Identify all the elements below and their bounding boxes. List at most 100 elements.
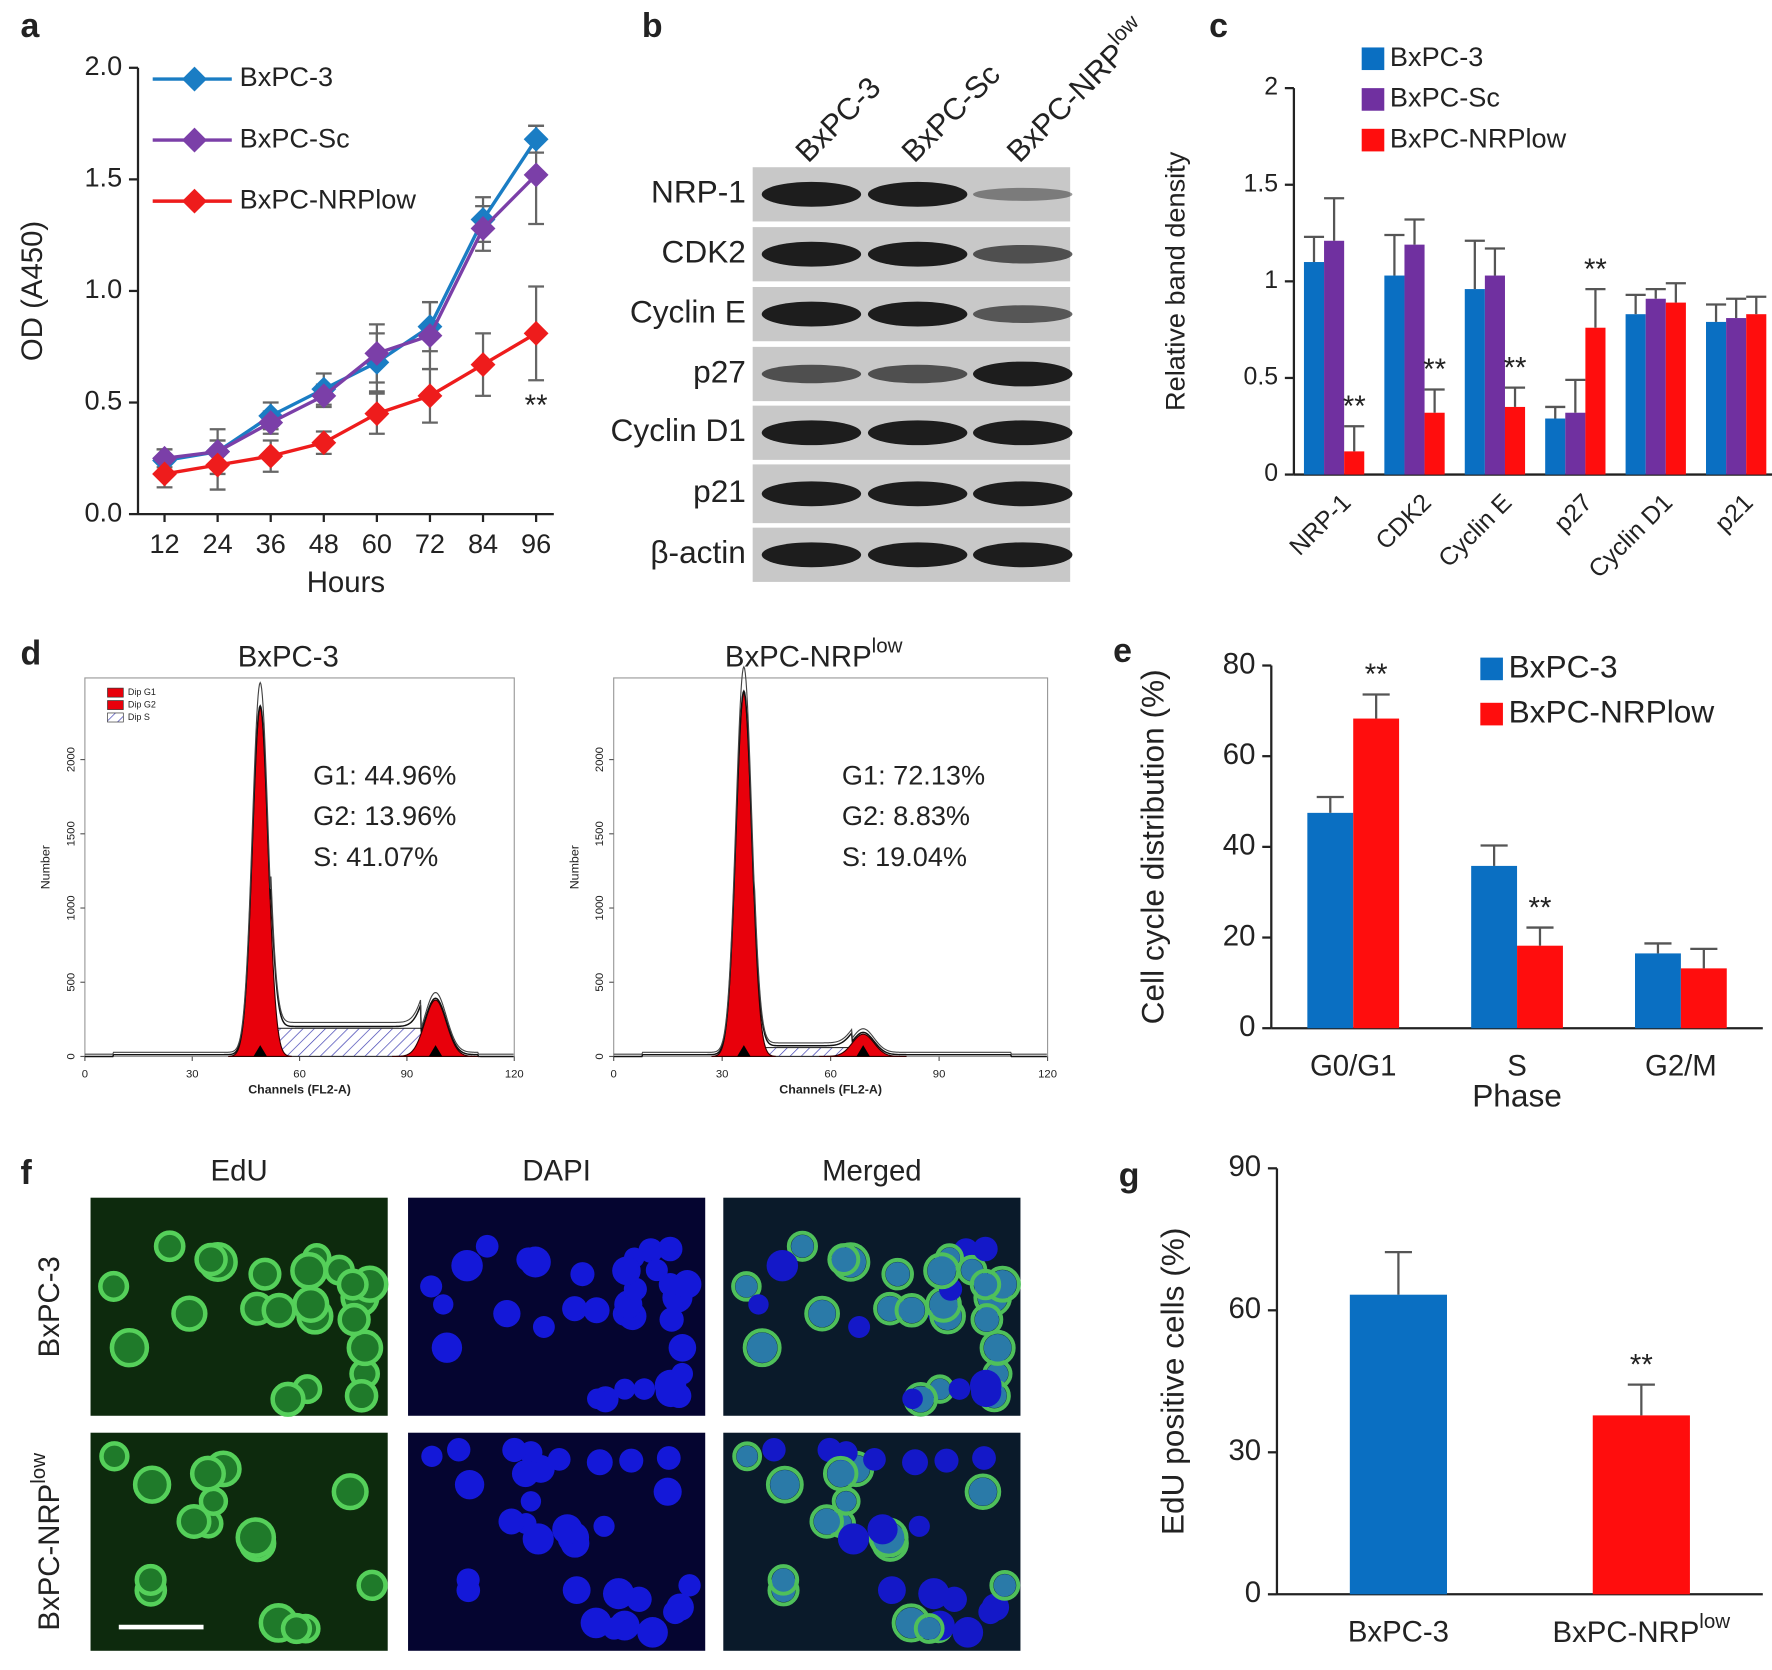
nucleus <box>973 1236 998 1262</box>
nucleus <box>502 1437 527 1463</box>
nucleus <box>898 1297 925 1324</box>
nucleus <box>475 1234 499 1258</box>
nucleus <box>645 1259 668 1282</box>
y-tick-label: 1.5 <box>1244 170 1279 197</box>
nucleus <box>593 1515 615 1537</box>
legend-label: Dip G1 <box>128 687 156 697</box>
nucleus <box>562 1296 588 1322</box>
panel-letter: g <box>1119 1156 1140 1194</box>
y-tick-label: 30 <box>1228 1434 1261 1467</box>
y-tick-label: 1000 <box>594 895 606 920</box>
cell <box>809 1504 844 1539</box>
point-marker <box>470 216 496 241</box>
cell <box>786 1230 819 1262</box>
cell <box>99 1441 130 1472</box>
point-marker <box>205 452 231 478</box>
nucleus <box>516 1247 541 1272</box>
nucleus <box>493 1300 521 1328</box>
y-axis-label: Number <box>568 845 582 889</box>
point-marker <box>417 323 443 349</box>
y-tick-label: 60 <box>1223 738 1256 771</box>
bar <box>1484 275 1505 475</box>
blot-lane-label: BxPC-3 <box>789 70 887 168</box>
nucleus <box>848 1316 871 1338</box>
legend-marker <box>182 127 207 153</box>
x-tick-label: p21 <box>1710 489 1758 537</box>
point-marker <box>523 162 549 188</box>
point-marker <box>364 401 390 427</box>
x-tick-label: S <box>1507 1050 1527 1083</box>
blot-row-label: Cyclin D1 <box>611 412 746 448</box>
image-title: DAPI <box>522 1155 591 1188</box>
cell <box>248 1257 282 1291</box>
x-tick-label: BxPC-NRPlow <box>1553 1610 1731 1649</box>
nucleus <box>791 1234 814 1258</box>
blot-band <box>867 241 968 267</box>
legend-marker <box>182 188 207 214</box>
x-tick-label: 12 <box>149 528 179 559</box>
cell <box>346 1329 384 1367</box>
y-tick-label: 0 <box>594 1053 606 1059</box>
y-tick-label: 500 <box>594 973 606 992</box>
y-tick-label: 1000 <box>65 895 77 920</box>
nucleus <box>552 1514 583 1545</box>
peak-marker <box>428 1045 443 1057</box>
legend-marker <box>182 66 207 92</box>
histogram-outline <box>613 689 1047 1058</box>
blot-lane-label-base: BxPC-NRP <box>1000 37 1132 169</box>
bar <box>1384 275 1405 475</box>
nucleus <box>619 1448 644 1473</box>
nucleus <box>659 1307 684 1332</box>
nucleus <box>656 1446 681 1470</box>
cell <box>923 1252 961 1290</box>
nucleus <box>633 1378 656 1400</box>
cell <box>98 1270 130 1302</box>
nucleus <box>433 1294 454 1315</box>
histogram-outline <box>84 704 514 1058</box>
nucleus <box>968 1477 997 1506</box>
y-tick-label: 1500 <box>594 821 606 846</box>
bar <box>1307 812 1354 1029</box>
blot-row-label: β-actin <box>650 534 746 570</box>
nucleus <box>918 1617 941 1640</box>
nucleus <box>973 1273 997 1297</box>
cell <box>235 1517 277 1558</box>
bar <box>1424 412 1445 475</box>
image-row-label-sup: low <box>27 1453 50 1484</box>
cell <box>822 1455 859 1492</box>
micrograph <box>90 1197 388 1416</box>
nucleus <box>668 1334 697 1362</box>
bar <box>1353 718 1400 1029</box>
cell <box>742 1328 782 1368</box>
y-tick-label: 60 <box>1228 1292 1261 1325</box>
legend-swatch <box>1361 128 1385 152</box>
y-tick-label: 90 <box>1228 1150 1261 1183</box>
nucleus <box>586 1449 613 1476</box>
x-axis-label: Channels (FL2-A) <box>248 1083 351 1097</box>
nucleus <box>421 1445 443 1467</box>
y-tick-label: 20 <box>1223 919 1256 952</box>
nucleus <box>885 1262 910 1287</box>
nucleus <box>972 1446 996 1470</box>
x-tick-label: G2/M <box>1645 1050 1717 1083</box>
x-tick-label: 30 <box>186 1069 199 1081</box>
legend-label: BxPC-3 <box>240 61 333 92</box>
blot-row-label: p27 <box>693 353 746 389</box>
y-tick-label: 2000 <box>65 747 77 772</box>
cell <box>344 1378 379 1413</box>
x-tick-label: 0 <box>611 1069 617 1081</box>
bar <box>1517 945 1563 1029</box>
cell <box>337 1302 371 1337</box>
x-axis-label: Channels (FL2-A) <box>779 1083 882 1097</box>
nucleus <box>735 1275 758 1298</box>
bar <box>1592 1415 1690 1595</box>
nucleus <box>520 1491 542 1512</box>
nucleus <box>827 1460 855 1488</box>
nucleus <box>431 1332 463 1363</box>
panel-letter: e <box>1113 632 1132 670</box>
y-axis-label: Cell cycle distribution (%) <box>1134 669 1170 1024</box>
legend-swatch <box>1361 47 1385 71</box>
panel-letter: c <box>1209 7 1228 45</box>
point-marker <box>311 383 337 409</box>
cell <box>176 1503 212 1539</box>
